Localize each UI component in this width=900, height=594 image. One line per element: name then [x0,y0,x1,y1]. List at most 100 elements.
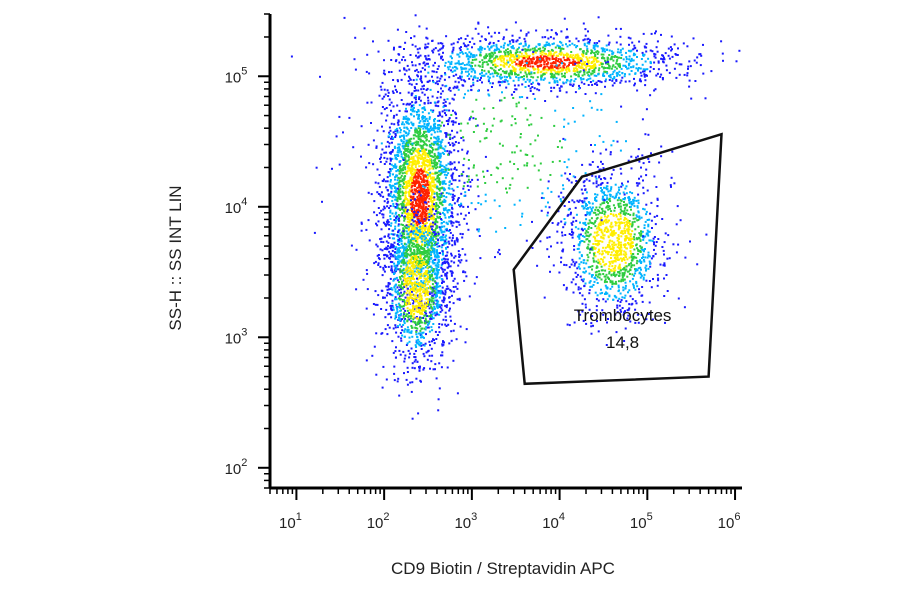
event-dot [543,49,546,52]
event-dot [437,242,440,245]
event-dot [444,293,447,296]
event-dot [449,315,452,318]
event-dot [657,60,660,63]
event-dot [477,22,480,25]
event-dot [436,249,438,252]
event-dot [391,299,394,302]
event-dot [419,191,422,194]
event-dot [406,293,409,296]
event-dot [419,214,422,217]
event-dot [411,315,414,318]
event-dot [387,245,389,248]
event-dot [413,367,416,370]
event-dot [524,80,527,83]
event-dot [443,257,446,260]
event-dot [474,58,476,61]
event-dot [444,216,447,219]
event-dot [429,317,432,320]
event-dot [551,66,554,69]
event-dot [421,304,424,307]
event-dot [437,232,440,235]
event-dot [424,120,426,123]
event-dot [383,257,386,260]
event-dot [411,43,414,46]
event-dot [408,77,411,80]
event-dot [406,371,409,373]
event-dot [414,344,417,347]
event-dot [385,186,388,189]
event-dot [417,265,420,268]
event-dot [423,197,426,200]
event-dot [410,271,413,274]
event-dot [414,321,417,324]
event-dot [594,92,597,95]
event-dot [411,269,414,272]
event-dot [435,305,438,308]
event-dot [410,281,413,284]
event-dot [421,259,424,262]
event-dot [428,311,431,314]
event-dot [415,304,418,307]
event-dot [429,231,432,234]
event-dot [477,195,480,198]
event-dot [698,53,701,56]
event-dot [429,208,432,211]
event-dot [471,178,474,181]
event-dot [397,191,400,194]
event-dot [462,170,465,173]
event-dot [499,81,502,84]
event-dot [643,69,646,71]
event-dot [391,167,394,170]
event-dot [427,99,430,102]
event-dot [411,110,414,113]
event-dot [403,322,406,325]
event-dot [431,181,434,184]
event-dot [419,169,422,172]
event-dot [386,180,389,183]
event-dot [415,135,418,138]
event-dot [643,73,646,76]
event-dot [551,55,554,58]
event-dot [669,46,672,49]
event-dot [436,130,439,133]
event-dot [637,68,640,71]
event-dot [410,186,413,189]
event-dot [404,209,407,211]
event-dot [552,42,555,45]
event-dot [383,163,386,165]
event-dot [415,202,417,204]
event-dot [410,156,413,159]
event-dot [436,245,439,248]
event-dot [429,367,431,370]
event-dot [392,205,395,208]
event-dot [432,317,435,320]
event-dot [393,278,396,280]
event-dot [408,352,411,355]
event-dot [405,299,408,302]
event-dot [422,290,425,293]
event-dot [618,74,621,77]
event-dot [431,283,434,286]
event-dot [513,84,516,87]
event-dot [426,246,429,249]
event-dot [401,318,404,321]
event-dot [424,219,427,222]
event-dot [619,35,622,38]
event-dot [445,135,448,138]
event-dot [462,52,465,55]
event-dot [385,378,388,381]
event-dot [422,176,425,179]
event-dot [425,262,428,265]
event-dot [424,136,427,139]
event-dot [402,56,405,58]
event-dot [453,261,456,264]
event-dot [443,242,446,245]
event-dot [410,320,413,323]
event-dot [424,240,427,242]
event-dot [432,239,435,242]
event-dot [422,306,425,309]
event-dot [439,227,442,230]
event-dot [389,172,392,175]
event-dot [406,249,408,252]
event-dot [445,174,448,177]
